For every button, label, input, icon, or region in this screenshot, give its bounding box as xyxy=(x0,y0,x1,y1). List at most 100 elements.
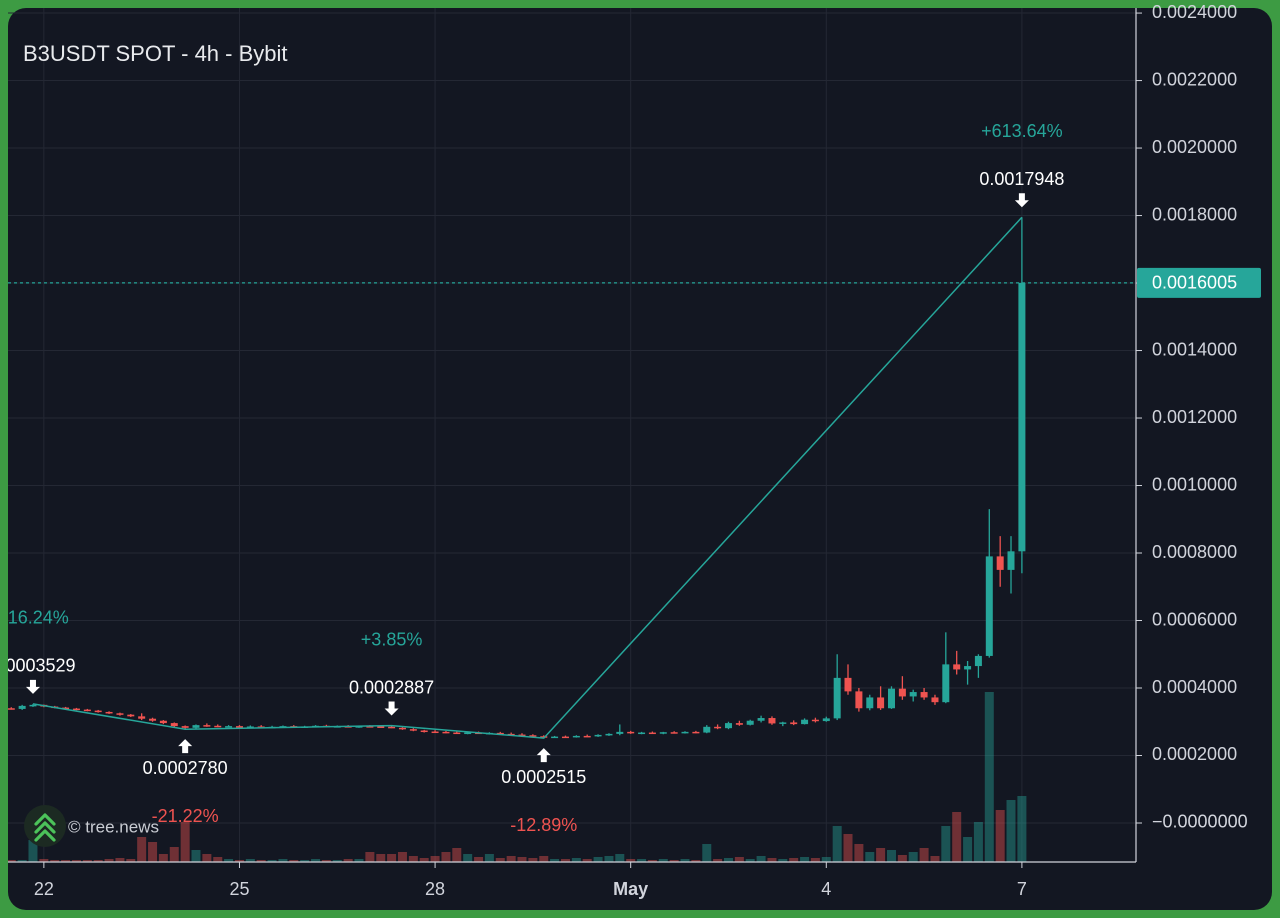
volume-bar xyxy=(767,858,777,862)
candle-body xyxy=(72,708,80,711)
volume-bar xyxy=(50,860,60,862)
volume-bar xyxy=(397,852,407,862)
volume-bar xyxy=(821,857,831,862)
panel xyxy=(8,8,1272,910)
candle-body xyxy=(996,556,1004,570)
candle-body xyxy=(942,664,950,703)
candle-body xyxy=(811,719,819,722)
candle-body xyxy=(529,735,537,737)
candle-body xyxy=(540,736,548,738)
chart-title: B3USDT SPOT - 4h - Bybit xyxy=(23,41,288,66)
volume-bar xyxy=(419,858,429,862)
volume-bar xyxy=(1017,796,1027,862)
volume-bar xyxy=(702,844,712,862)
volume-bar xyxy=(234,860,244,862)
candle-body xyxy=(398,727,406,730)
y-tick-label: 0.0018000 xyxy=(1152,204,1237,224)
volume-bar xyxy=(517,857,527,862)
volume-bar xyxy=(354,859,364,862)
volume-bar xyxy=(745,859,755,862)
candle-body xyxy=(235,726,243,728)
pivot-arrow xyxy=(1014,193,1029,208)
volume-bar xyxy=(202,854,212,862)
candle-body xyxy=(692,731,700,734)
volume-bar xyxy=(854,844,864,862)
x-tick-label: 7 xyxy=(1017,879,1027,899)
candle-body xyxy=(561,736,569,739)
candle-body xyxy=(496,732,504,735)
candle-body xyxy=(670,732,678,734)
volume-bar xyxy=(886,850,896,862)
candle-body xyxy=(681,731,689,734)
y-tick-label: 0.0020000 xyxy=(1152,137,1237,157)
volume-bar xyxy=(560,859,570,862)
volume-bar xyxy=(213,857,223,862)
volume-bar xyxy=(984,692,994,862)
y-tick-label: 0.0006000 xyxy=(1152,609,1237,629)
volume-bar xyxy=(506,856,516,862)
volume-bar xyxy=(191,850,201,862)
volume-bar xyxy=(734,857,744,862)
pivot-arrow xyxy=(536,748,551,763)
candle-body xyxy=(844,677,852,692)
candle-body xyxy=(464,732,472,735)
candle-body xyxy=(985,556,993,656)
volume-bar xyxy=(930,856,940,862)
volume-bar xyxy=(919,848,929,862)
volume-bar xyxy=(876,848,886,862)
y-tick-label: 0.0004000 xyxy=(1152,677,1237,697)
candle-body xyxy=(18,705,26,709)
pivot-arrow xyxy=(25,679,40,694)
volume-bar xyxy=(941,826,951,862)
volume-bar xyxy=(180,822,190,862)
volume-bar xyxy=(28,840,38,862)
volume-bar xyxy=(245,859,255,862)
pivot-price-label: 0.0017948 xyxy=(979,169,1064,189)
candle-body xyxy=(627,731,635,734)
candle-body xyxy=(790,722,798,725)
candle-body xyxy=(138,716,146,719)
volume-bar xyxy=(680,859,690,862)
volume-bar xyxy=(365,852,375,862)
volume-bar xyxy=(474,857,484,862)
volume-bar xyxy=(148,842,158,862)
volume-bar xyxy=(430,856,440,862)
candle-body xyxy=(62,707,70,710)
candle-body xyxy=(909,692,917,697)
candle-body xyxy=(377,726,385,728)
volume-bar xyxy=(571,858,581,862)
candle-body xyxy=(877,697,885,709)
zigzag-line xyxy=(32,216,1023,739)
volume-bar xyxy=(800,857,810,862)
candle-body xyxy=(83,709,91,712)
volume-bar xyxy=(908,852,918,862)
candle-body xyxy=(964,666,972,670)
volume-bar xyxy=(289,860,299,862)
volume-bar xyxy=(71,860,81,862)
candle-body xyxy=(866,697,874,709)
pivot-change-label: -12.89% xyxy=(510,815,577,835)
volume-bar xyxy=(723,858,733,862)
candle-body xyxy=(572,735,580,738)
candle-body xyxy=(170,723,178,727)
pivot-price-label: 0.0002515 xyxy=(501,767,586,787)
candle-body xyxy=(616,731,624,734)
volume-bar xyxy=(582,859,592,862)
candle-body xyxy=(116,713,124,715)
volume-bar xyxy=(126,859,136,862)
candle-body xyxy=(225,726,233,728)
candle-body xyxy=(801,719,809,725)
volume-bar xyxy=(528,858,538,862)
volume-bar xyxy=(376,854,386,862)
volume-bar xyxy=(104,859,114,862)
candle-body xyxy=(724,723,732,729)
volume-bar xyxy=(843,834,853,862)
candle-body xyxy=(779,722,787,724)
volume-bar xyxy=(713,859,723,862)
candle-body xyxy=(127,714,135,717)
candle-body xyxy=(768,718,776,724)
volume-bar xyxy=(332,860,342,862)
volume-bar xyxy=(810,858,820,862)
pivot-change-label: +16.24% xyxy=(0,608,69,628)
